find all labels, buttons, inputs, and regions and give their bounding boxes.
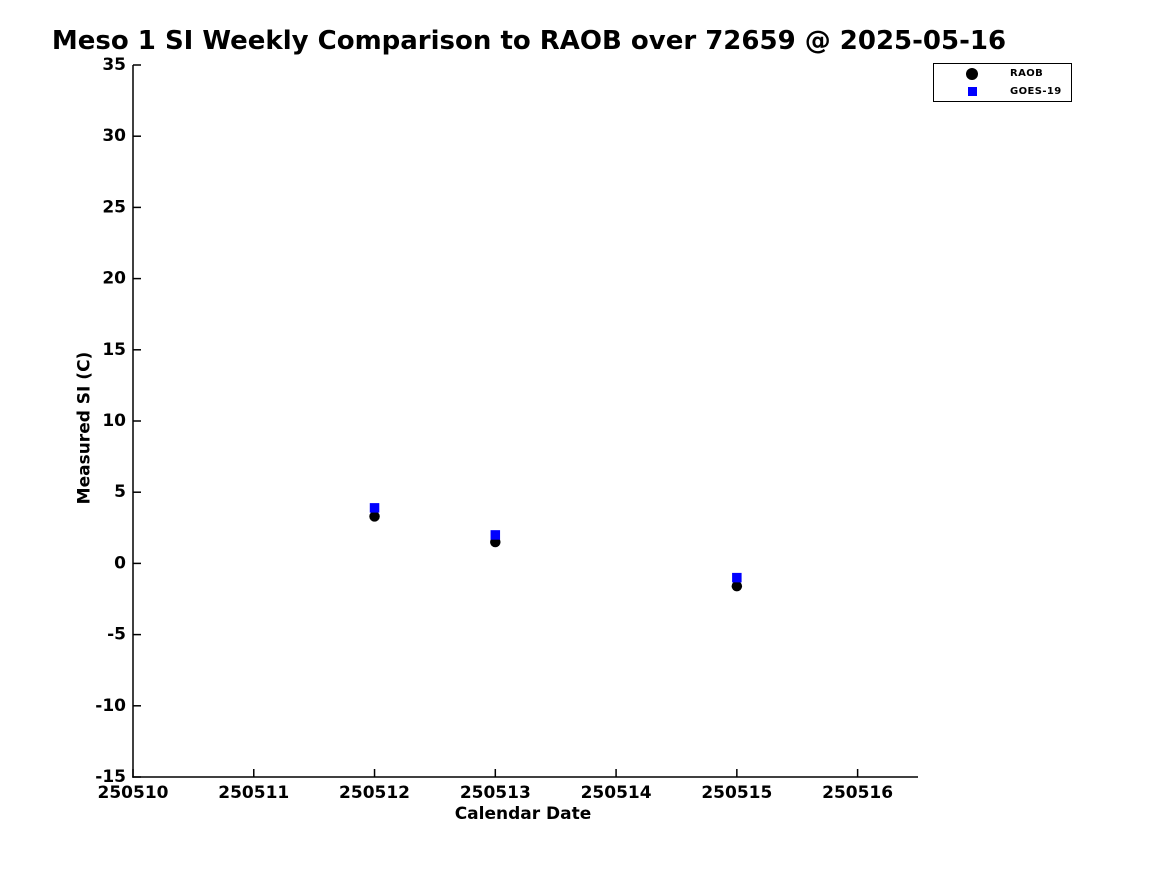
chart-title: Meso 1 SI Weekly Comparison to RAOB over… — [51, 26, 1007, 56]
y-tick-label: 35 — [102, 55, 126, 75]
x-tick-label: 250515 — [701, 783, 772, 803]
legend-marker-cell — [934, 87, 1010, 96]
y-tick-label: 0 — [114, 553, 126, 573]
data-point-goes-19 — [732, 572, 742, 583]
legend-item-raob: RAOB — [934, 66, 1071, 81]
y-tick-label: 25 — [102, 197, 126, 217]
data-point-goes-19 — [369, 503, 380, 513]
y-tick-label: 30 — [102, 126, 126, 146]
x-tick-label: 250512 — [339, 783, 410, 803]
x-tick-label: 250510 — [98, 783, 169, 803]
data-point-raob — [369, 511, 380, 522]
legend-marker-cell — [934, 67, 1010, 80]
legend-item-goes19: GOES-19 — [934, 84, 1071, 99]
goes19-square-marker-icon — [967, 87, 977, 96]
y-tick-label: 5 — [114, 482, 126, 502]
y-tick-label: 10 — [102, 411, 126, 431]
data-point-goes-19 — [490, 530, 501, 540]
y-tick-label: 20 — [102, 269, 126, 289]
y-tick-label: -10 — [95, 696, 126, 716]
raob-circle-marker-icon — [966, 67, 978, 80]
x-tick-label: 250516 — [822, 783, 893, 803]
y-tick-label: 15 — [102, 340, 126, 360]
legend: RAOB GOES-19 — [933, 63, 1072, 102]
legend-label-goes19: GOES-19 — [1010, 86, 1062, 97]
y-tick-label: -15 — [95, 767, 126, 787]
x-axis-label: Calendar Date — [454, 804, 592, 824]
data-point-raob — [731, 580, 743, 592]
x-tick-label: 250514 — [581, 783, 652, 803]
x-tick-label: 250513 — [460, 783, 531, 803]
legend-label-raob: RAOB — [1010, 68, 1044, 79]
x-tick-label: 250511 — [218, 783, 289, 803]
y-tick-label: -5 — [107, 625, 126, 645]
